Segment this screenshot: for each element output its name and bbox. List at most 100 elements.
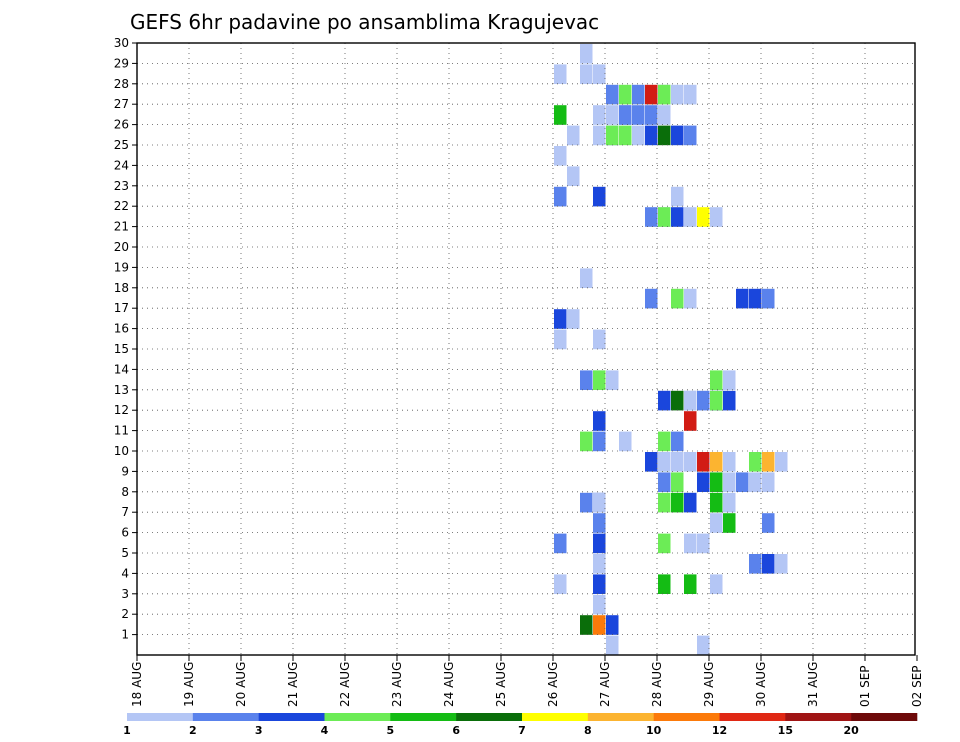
heatmap-cell xyxy=(619,125,632,146)
y-tick-label: 27 xyxy=(114,97,129,111)
x-tick-label: 24 AUG xyxy=(442,662,456,707)
colorbar-segment xyxy=(258,713,325,721)
heatmap-cell xyxy=(658,574,671,594)
y-tick-label: 25 xyxy=(114,138,129,152)
heatmap-cell xyxy=(567,309,580,329)
y-tick-label: 15 xyxy=(114,342,129,356)
heatmap-cell xyxy=(619,105,632,125)
x-tick-label: 29 AUG xyxy=(702,662,716,707)
heatmap-cell xyxy=(580,492,593,513)
y-tick-label: 18 xyxy=(114,281,129,295)
colorbar-label: 2 xyxy=(189,724,197,737)
heatmap-cell xyxy=(567,125,580,146)
y-tick-label: 4 xyxy=(121,566,129,580)
heatmap-cell xyxy=(710,574,723,594)
y-tick-label: 26 xyxy=(114,118,129,132)
heatmap-cell xyxy=(775,554,788,574)
heatmap-cell xyxy=(580,370,593,390)
heatmap-cell xyxy=(593,329,606,350)
x-tick-label: 30 AUG xyxy=(754,662,768,707)
x-tick-label: 26 AUG xyxy=(546,662,560,707)
heatmap-cell xyxy=(593,105,606,125)
heatmap-cell xyxy=(710,513,723,533)
heatmap-cell xyxy=(684,207,697,227)
heatmap-cell xyxy=(606,370,619,390)
x-axis: 18 AUG 19 AUG 20 AUG 21 AUG 22 AUG 23 AUG 24 A… xyxy=(130,655,924,707)
heatmap-cell xyxy=(684,84,697,105)
heatmap-cell xyxy=(645,125,658,146)
heatmap-cell xyxy=(671,186,684,207)
colorbar-label: 6 xyxy=(452,724,460,737)
chart-title: GEFS 6hr padavine po ansamblima Kragujev… xyxy=(130,10,599,34)
heatmap-cell xyxy=(619,84,632,105)
heatmap-cell xyxy=(554,186,567,207)
heatmap-cell xyxy=(606,105,619,125)
heatmap-cell xyxy=(645,288,658,309)
heatmap-cell xyxy=(749,288,762,309)
heatmap-cell xyxy=(554,309,567,329)
y-tick-label: 11 xyxy=(114,424,129,438)
x-tick-label: 31 AUG xyxy=(806,662,820,707)
heatmap-cell xyxy=(632,125,645,146)
heatmap-cell xyxy=(580,44,593,64)
heatmap-cell xyxy=(658,125,671,146)
heatmap-cell xyxy=(775,452,788,472)
heatmap-cell xyxy=(684,533,697,554)
colorbar-segment xyxy=(127,713,194,721)
heatmap-cell xyxy=(580,268,593,288)
y-tick-label: 28 xyxy=(114,77,129,91)
heatmap-cell xyxy=(710,370,723,390)
heatmap-cell xyxy=(606,84,619,105)
heatmap-cell xyxy=(684,288,697,309)
heatmap-cell xyxy=(606,125,619,146)
y-tick-label: 30 xyxy=(114,36,129,50)
x-tick-label: 27 AUG xyxy=(598,662,612,707)
heatmap-cell xyxy=(736,288,749,309)
colorbar-segment xyxy=(719,713,786,721)
y-tick-label: 13 xyxy=(114,383,129,397)
y-tick-label: 7 xyxy=(121,505,129,519)
heatmap-cell xyxy=(671,492,684,513)
x-tick-label: 02 SEP xyxy=(910,665,924,707)
heatmap-cell xyxy=(710,390,723,411)
heatmap-cell xyxy=(632,84,645,105)
y-tick-label: 6 xyxy=(121,526,129,540)
y-tick-label: 22 xyxy=(114,199,129,213)
heatmap-cell xyxy=(658,431,671,452)
heatmap-cell xyxy=(554,64,567,84)
heatmap-cell xyxy=(671,125,684,146)
y-tick-label: 19 xyxy=(114,260,129,274)
heatmap-cell xyxy=(723,513,736,533)
heatmap-cell xyxy=(723,370,736,390)
colorbar-label: 7 xyxy=(518,724,526,737)
heatmap-cell xyxy=(697,390,710,411)
heatmap-cell xyxy=(593,533,606,554)
heatmap-cell xyxy=(697,472,710,492)
heatmap-cell xyxy=(593,554,606,574)
heatmap-cell xyxy=(658,492,671,513)
colorbar-label: 3 xyxy=(255,724,263,737)
heatmap-cell xyxy=(723,472,736,492)
heatmap-cell xyxy=(671,84,684,105)
heatmap-cell xyxy=(684,411,697,431)
heatmap-cell xyxy=(593,64,606,84)
heatmap-cell xyxy=(632,105,645,125)
colorbar-label: 4 xyxy=(321,724,329,737)
colorbar-segment xyxy=(456,713,523,721)
heatmap-cell xyxy=(749,472,762,492)
x-tick-label: 22 AUG xyxy=(338,662,352,707)
heatmap-cell xyxy=(762,452,775,472)
y-tick-label: 29 xyxy=(114,56,129,70)
plot-frame xyxy=(136,42,916,656)
heatmap-cell xyxy=(671,390,684,411)
heatmap-cell xyxy=(554,146,567,166)
heatmap-cell xyxy=(619,431,632,452)
y-tick-label: 10 xyxy=(114,444,129,458)
heatmap-cell xyxy=(645,105,658,125)
heatmap-cell xyxy=(554,105,567,125)
y-tick-label: 1 xyxy=(121,628,129,642)
heatmap-cell xyxy=(580,615,593,635)
y-tick-label: 17 xyxy=(114,301,129,315)
y-tick-label: 20 xyxy=(114,240,129,254)
